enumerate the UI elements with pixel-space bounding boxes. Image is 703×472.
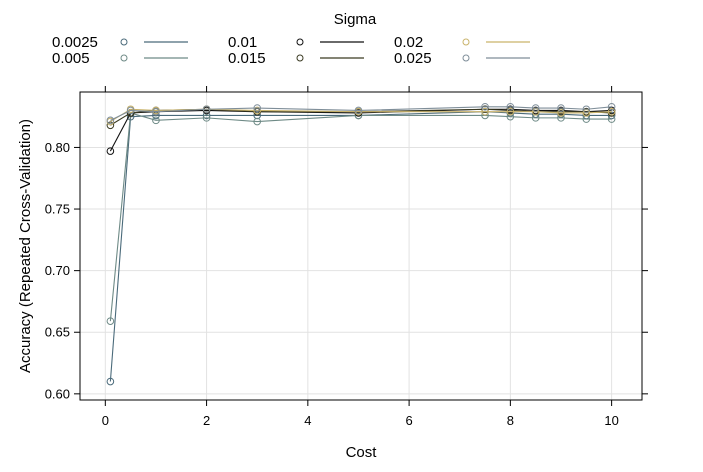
data-point <box>202 105 211 114</box>
data-point <box>481 105 489 114</box>
axes: 0 2 4 6 8 10 0.60 0.65 0.70 0.75 0.80 <box>45 86 648 428</box>
data-point <box>607 102 616 111</box>
data-point <box>152 107 160 116</box>
plot-frame <box>79 91 643 401</box>
legend-item: 0.015 <box>228 50 364 67</box>
legend-marker <box>462 38 470 46</box>
y-tick-label: 0.65 <box>45 325 70 340</box>
data-point <box>106 116 115 125</box>
legend-item: 0.0025 <box>52 34 188 51</box>
grid <box>80 92 642 400</box>
series-line <box>109 112 612 322</box>
legend-item: 0.02 <box>394 34 530 51</box>
series-0.025 <box>106 102 616 125</box>
y-tick-label: 0.70 <box>45 263 70 278</box>
series-line <box>110 106 612 121</box>
data-point <box>106 317 115 325</box>
x-tick-label: 8 <box>507 413 514 428</box>
legend-label: 0.005 <box>52 50 90 67</box>
series-line <box>110 108 612 126</box>
legend-marker <box>462 54 470 62</box>
y-tick-label: 0.75 <box>45 202 70 217</box>
x-tick-label: 6 <box>405 413 412 428</box>
data-point <box>354 106 363 115</box>
legend-label: 0.015 <box>228 50 266 67</box>
data-point <box>582 105 591 114</box>
data-point <box>152 116 160 125</box>
legend-marker <box>296 38 304 46</box>
y-tick-label: 0.60 <box>45 386 70 401</box>
legend-item: 0.01 <box>228 34 364 51</box>
series-0.0025 <box>106 107 616 386</box>
data-point <box>126 106 135 115</box>
series-line <box>110 108 612 123</box>
x-tick-label: 10 <box>604 413 618 428</box>
data-point <box>607 107 616 116</box>
legend-label: 0.0025 <box>52 34 98 51</box>
data-point <box>557 109 565 117</box>
legend-label: 0.02 <box>394 34 423 51</box>
legend-marker <box>296 54 304 62</box>
legend-title: Sigma <box>334 11 377 28</box>
data-point <box>481 107 489 116</box>
data-point <box>106 147 115 155</box>
data-point <box>506 102 515 111</box>
legend-label: 0.025 <box>394 50 432 67</box>
y-axis-label: Accuracy (Repeated Cross-Validation) <box>17 119 34 373</box>
data-point <box>202 114 211 122</box>
data-point <box>253 104 262 112</box>
data-point <box>557 104 565 112</box>
data-point <box>106 377 115 386</box>
y-tick-label: 0.80 <box>45 140 70 155</box>
x-tick-label: 4 <box>304 413 311 428</box>
series-line <box>109 111 612 382</box>
legend-item: 0.005 <box>52 50 188 67</box>
x-tick-label: 0 <box>102 413 109 428</box>
legend-label: 0.01 <box>228 34 257 51</box>
data-point <box>106 121 115 130</box>
legend-marker <box>120 38 128 46</box>
data-point <box>506 107 515 116</box>
data-point <box>253 117 262 126</box>
data-point <box>531 104 540 112</box>
data-point <box>253 106 262 115</box>
series-layer <box>106 102 616 386</box>
legend-marker <box>120 54 128 62</box>
x-axis-label: Cost <box>346 444 378 461</box>
data-point <box>481 102 489 111</box>
series-0.005 <box>106 109 616 325</box>
legend-item: 0.025 <box>394 50 530 67</box>
x-tick-label: 2 <box>203 413 210 428</box>
